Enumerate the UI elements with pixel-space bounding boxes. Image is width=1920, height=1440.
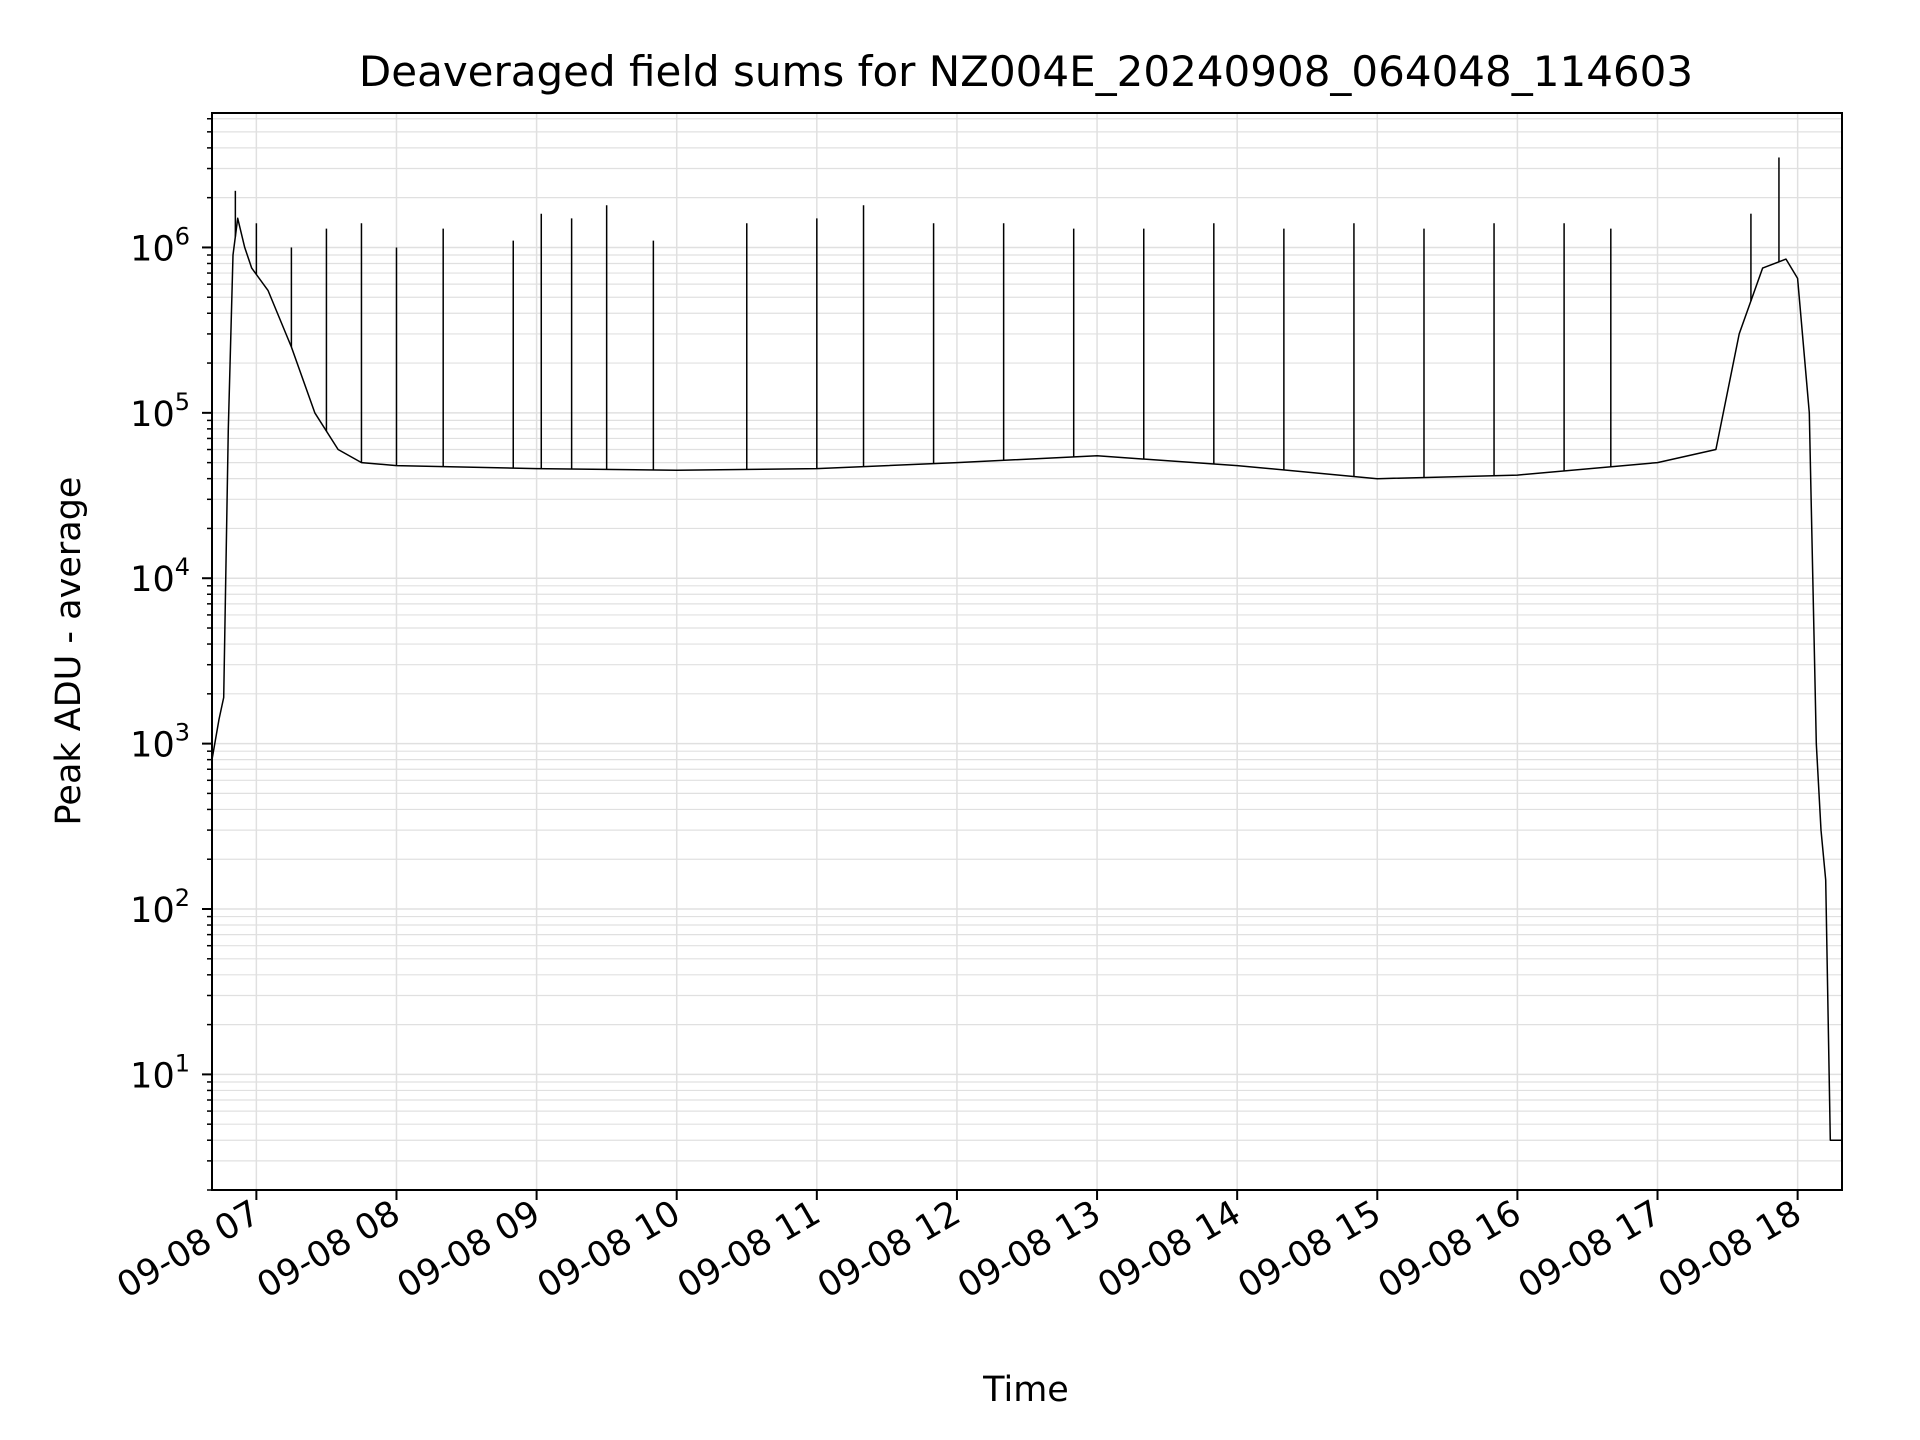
y-tick-label: 104 bbox=[130, 553, 190, 600]
series-line bbox=[211, 217, 1842, 1141]
chart-title: Deaveraged field sums for NZ004E_2024090… bbox=[359, 47, 1693, 96]
y-tick-label: 106 bbox=[130, 222, 190, 269]
x-axis-label: Time bbox=[982, 1370, 1069, 1410]
y-tick-label: 102 bbox=[130, 884, 190, 931]
grid bbox=[212, 113, 1842, 1191]
axes-frame bbox=[211, 112, 1843, 1191]
y-tick-label: 105 bbox=[130, 388, 190, 435]
y-tick-label: 103 bbox=[130, 719, 190, 766]
plot-area bbox=[211, 157, 1842, 1141]
y-tick-label: 101 bbox=[130, 1049, 190, 1096]
y-axis-label: Peak ADU - average bbox=[49, 477, 89, 826]
